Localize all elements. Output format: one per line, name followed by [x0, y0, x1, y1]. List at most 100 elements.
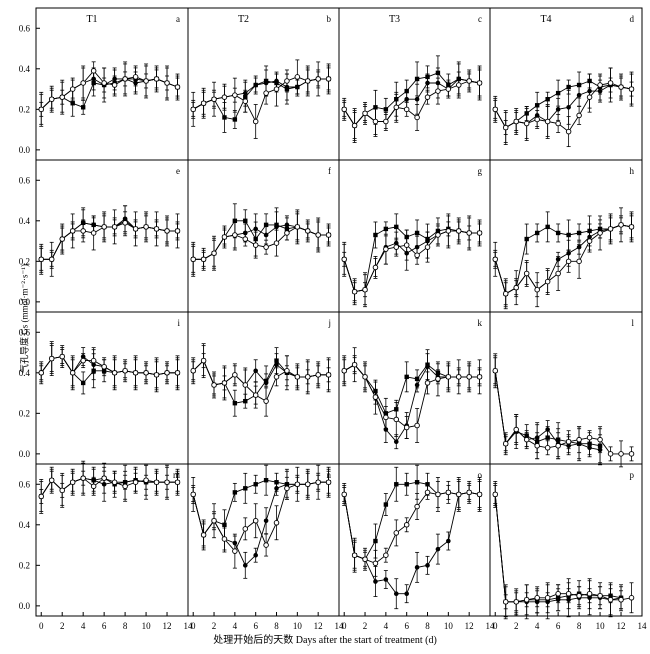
data-point-open-circle	[164, 479, 170, 485]
data-point-open-circle	[456, 374, 462, 380]
data-point-filled-circle	[263, 518, 269, 524]
data-point-open-circle	[101, 224, 107, 230]
panel-label: d	[630, 14, 635, 24]
x-tick-label: 12	[465, 621, 474, 631]
data-point-square	[70, 101, 75, 106]
data-point-open-circle	[513, 426, 519, 433]
data-point-square	[545, 224, 550, 230]
data-point-open-circle	[101, 475, 107, 481]
x-tick-label: 8	[577, 621, 582, 631]
data-point-open-circle	[383, 118, 389, 125]
series-line-3	[494, 224, 632, 295]
data-point-open-circle	[362, 374, 368, 380]
data-point-filled-circle	[393, 439, 399, 445]
data-point-open-circle	[221, 234, 228, 240]
data-point-filled-circle	[263, 380, 269, 386]
data-point-square	[232, 401, 238, 406]
data-point-open-circle	[393, 530, 400, 536]
panel-h: h	[489, 159, 643, 313]
panel-i: i 0.0 0.2 0.4 0.6	[19, 311, 189, 465]
y-tick-label: 0.2	[19, 104, 30, 114]
data-point-open-circle	[586, 434, 593, 441]
series-line-1	[192, 359, 329, 404]
data-point-open-circle	[492, 491, 498, 498]
data-point-open-circle	[305, 228, 311, 234]
data-point-filled-circle	[414, 565, 420, 570]
data-point-square	[263, 478, 269, 483]
x-tick-label: 10	[596, 621, 606, 631]
x-tick-label: 4	[384, 621, 389, 631]
series-line-1	[40, 78, 178, 110]
column-title: T2	[238, 14, 249, 25]
data-point-open-circle	[132, 479, 139, 485]
x-tick-label: 2	[60, 621, 65, 631]
column-title: T4	[540, 14, 551, 25]
data-point-square	[555, 90, 561, 96]
data-point-open-circle	[252, 517, 259, 524]
data-point-open-circle	[414, 503, 420, 510]
data-point-open-circle	[200, 532, 207, 538]
data-point-open-circle	[383, 552, 389, 558]
panel-label: m	[173, 470, 180, 480]
data-point-open-circle	[221, 380, 228, 386]
data-point-open-circle	[252, 118, 259, 125]
data-point-open-circle	[565, 258, 572, 265]
data-point-open-circle	[383, 414, 389, 421]
data-point-filled-circle	[414, 382, 420, 388]
data-point-open-circle	[315, 372, 321, 378]
data-point-open-circle	[80, 80, 86, 86]
data-point-open-circle	[544, 118, 551, 125]
data-point-open-circle	[466, 78, 472, 84]
panel-f: f	[187, 159, 340, 313]
data-point-square	[243, 486, 248, 491]
panel-frame	[338, 159, 491, 313]
y-tick-label: 0.0	[19, 449, 31, 459]
data-point-open-circle	[69, 479, 76, 485]
data-point-filled-circle	[576, 92, 582, 98]
y-tick-label: 0.0	[19, 297, 31, 307]
x-tick-label: 10	[293, 621, 303, 631]
data-point-square	[414, 230, 420, 236]
x-tick-label: 14	[184, 621, 194, 631]
data-point-square	[232, 490, 238, 495]
data-point-open-circle	[284, 368, 290, 374]
data-point-open-circle	[565, 438, 572, 445]
data-point-open-circle	[59, 94, 65, 100]
data-point-filled-circle	[274, 486, 279, 491]
data-point-square	[545, 97, 550, 102]
series-line-3	[192, 359, 329, 402]
data-point-open-circle	[153, 226, 160, 232]
data-point-open-circle	[435, 88, 441, 94]
data-point-open-circle	[534, 286, 540, 293]
data-point-open-circle	[325, 479, 332, 485]
panel-label: k	[478, 318, 483, 328]
data-point-open-circle	[174, 84, 181, 90]
data-point-open-circle	[294, 224, 301, 230]
data-point-open-circle	[252, 392, 259, 398]
data-point-open-circle	[48, 477, 55, 483]
data-point-open-circle	[242, 98, 249, 104]
data-point-open-circle	[111, 82, 118, 88]
panel-g: g	[338, 159, 491, 313]
data-point-filled-circle	[425, 80, 430, 86]
data-point-open-circle	[273, 520, 280, 526]
data-point-open-circle	[143, 78, 149, 84]
data-point-open-circle	[351, 361, 358, 368]
column-title: T1	[86, 14, 97, 25]
series-line-2	[343, 491, 480, 595]
panel-label: c	[478, 14, 482, 24]
data-point-open-circle	[232, 232, 238, 238]
data-point-open-circle	[284, 485, 290, 492]
data-point-open-circle	[38, 493, 44, 500]
panel-frame	[338, 463, 491, 617]
data-point-open-circle	[273, 86, 280, 92]
x-tick-label: 2	[212, 621, 217, 631]
data-point-filled-circle	[587, 445, 592, 451]
data-point-filled-circle	[373, 579, 378, 584]
data-point-open-circle	[445, 86, 452, 92]
data-point-open-circle	[211, 517, 217, 524]
data-point-filled-circle	[274, 224, 279, 230]
x-tick-label: 4	[233, 621, 238, 631]
data-point-open-circle	[607, 226, 614, 232]
